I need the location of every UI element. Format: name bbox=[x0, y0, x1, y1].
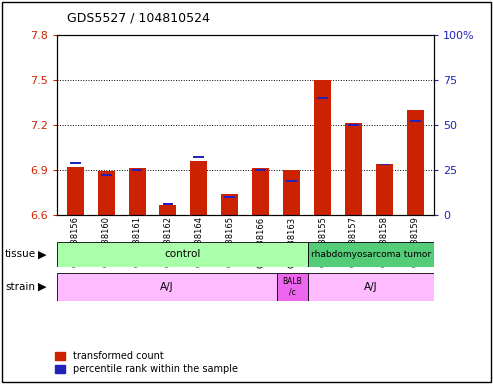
Bar bbox=[317, 97, 328, 99]
Text: BALB
/c: BALB /c bbox=[282, 277, 302, 297]
Bar bbox=[98, 170, 115, 215]
Bar bbox=[159, 205, 176, 215]
Bar bbox=[221, 194, 238, 215]
Text: rhabdomyosarcoma tumor: rhabdomyosarcoma tumor bbox=[311, 250, 431, 259]
Bar bbox=[252, 169, 269, 215]
Legend: transformed count, percentile rank within the sample: transformed count, percentile rank withi… bbox=[54, 351, 239, 375]
Text: strain: strain bbox=[5, 282, 35, 292]
Bar bbox=[410, 120, 421, 122]
Text: A/J: A/J bbox=[160, 282, 174, 292]
Bar bbox=[376, 164, 393, 215]
Bar bbox=[314, 79, 331, 215]
Bar bbox=[190, 161, 208, 215]
Bar bbox=[57, 242, 308, 267]
Bar bbox=[132, 169, 142, 171]
Text: control: control bbox=[164, 249, 201, 260]
Bar bbox=[67, 167, 84, 215]
Bar bbox=[255, 169, 266, 171]
Text: tissue: tissue bbox=[5, 249, 36, 260]
Bar bbox=[348, 124, 359, 126]
Bar bbox=[407, 110, 424, 215]
Bar bbox=[163, 203, 174, 205]
Text: ▶: ▶ bbox=[37, 282, 46, 292]
Bar bbox=[345, 123, 362, 215]
Bar bbox=[286, 180, 297, 182]
Bar bbox=[70, 162, 81, 164]
Bar bbox=[308, 242, 434, 267]
Text: ▶: ▶ bbox=[37, 249, 46, 260]
Bar bbox=[277, 273, 308, 301]
Bar bbox=[308, 273, 434, 301]
Bar bbox=[129, 169, 145, 215]
Bar bbox=[101, 174, 111, 176]
Text: GDS5527 / 104810524: GDS5527 / 104810524 bbox=[67, 12, 210, 25]
Bar bbox=[193, 156, 204, 158]
Bar bbox=[57, 273, 277, 301]
Bar bbox=[379, 164, 390, 166]
Bar bbox=[224, 196, 235, 198]
Bar bbox=[283, 170, 300, 215]
Text: A/J: A/J bbox=[364, 282, 378, 292]
